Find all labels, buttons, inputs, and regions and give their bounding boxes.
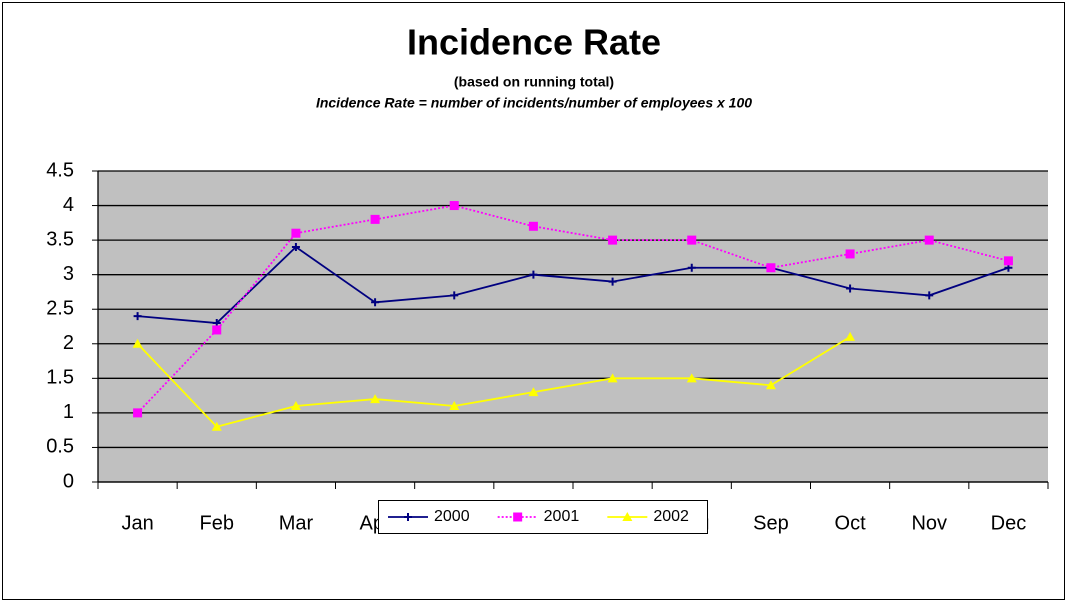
legend-marker — [622, 512, 633, 521]
data-point — [291, 243, 300, 252]
y-tick-label: 1.5 — [46, 367, 74, 389]
chart-subtitle: (based on running total) — [454, 74, 614, 90]
legend-label: 2002 — [653, 508, 689, 525]
data-point — [133, 312, 142, 321]
data-point — [845, 249, 855, 259]
x-tick-label: Feb — [200, 512, 234, 534]
y-tick-label: 4 — [63, 194, 74, 216]
data-point — [370, 394, 381, 404]
data-point — [290, 400, 301, 410]
data-point — [846, 284, 855, 293]
x-tick-label: Dec — [991, 512, 1027, 534]
series-line — [136, 336, 851, 428]
y-tick-label: 0.5 — [46, 436, 74, 458]
data-point — [291, 228, 301, 238]
data-point — [1003, 256, 1013, 266]
y-tick-label: 3 — [63, 263, 74, 285]
data-point — [607, 373, 618, 383]
legend-marker — [513, 512, 523, 522]
data-point — [608, 277, 617, 286]
data-point — [449, 201, 459, 211]
x-tick-label: Mar — [279, 512, 314, 534]
data-point — [845, 331, 856, 341]
annotation: Incidence Rate = number of incidents/num… — [316, 95, 752, 111]
data-point — [687, 235, 697, 245]
data-point — [528, 221, 538, 231]
legend-label: 2000 — [434, 508, 470, 525]
data-point — [925, 291, 934, 300]
data-point — [924, 235, 934, 245]
legend-marker — [404, 513, 412, 521]
y-tick-label: 1 — [63, 401, 74, 423]
data-point — [211, 421, 222, 431]
legend-label: 2001 — [544, 508, 580, 525]
data-point — [765, 380, 776, 390]
data-point — [449, 400, 460, 410]
data-point — [450, 291, 459, 300]
y-tick-label: 0 — [63, 470, 74, 492]
y-tick-label: 2.5 — [46, 298, 74, 320]
legend-box — [378, 500, 708, 534]
data-point — [132, 338, 143, 348]
x-tick-label: Nov — [911, 512, 947, 534]
plot-area — [98, 171, 1048, 482]
data-point — [371, 298, 380, 307]
data-point — [608, 235, 618, 245]
y-tick-label: 3.5 — [46, 228, 74, 250]
chart-title: Incidence Rate — [407, 22, 661, 63]
series — [133, 201, 1013, 418]
x-tick-label: Jan — [121, 512, 153, 534]
data-point — [212, 325, 222, 335]
data-point — [528, 387, 539, 397]
series-line — [137, 245, 1009, 324]
data-point — [686, 373, 697, 383]
y-tick-label: 2 — [63, 332, 74, 354]
data-point — [370, 214, 380, 224]
x-tick-label: Sep — [753, 512, 789, 534]
y-tick-label: 4.5 — [46, 159, 74, 181]
data-point — [687, 263, 696, 272]
data-point — [529, 270, 538, 279]
x-tick-label: Oct — [835, 512, 867, 534]
data-point — [133, 408, 143, 418]
data-point — [766, 263, 776, 273]
series — [133, 243, 1013, 328]
series — [132, 331, 856, 431]
